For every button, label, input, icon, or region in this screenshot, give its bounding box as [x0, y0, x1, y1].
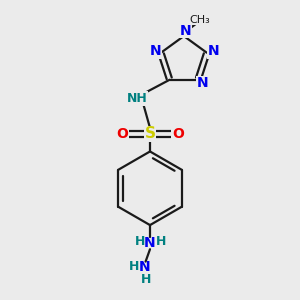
Text: H: H: [156, 236, 166, 248]
Text: H: H: [134, 236, 145, 248]
Text: N: N: [179, 24, 191, 38]
Text: S: S: [145, 126, 155, 141]
Text: N: N: [208, 44, 219, 58]
Text: N: N: [197, 76, 208, 90]
Text: N: N: [144, 236, 156, 250]
Text: H: H: [140, 273, 151, 286]
Text: O: O: [116, 127, 128, 141]
Text: H: H: [129, 260, 139, 272]
Text: O: O: [172, 127, 184, 141]
Text: N: N: [150, 44, 161, 58]
Text: CH₃: CH₃: [190, 15, 210, 25]
Text: N: N: [138, 260, 150, 274]
Text: NH: NH: [126, 92, 147, 105]
